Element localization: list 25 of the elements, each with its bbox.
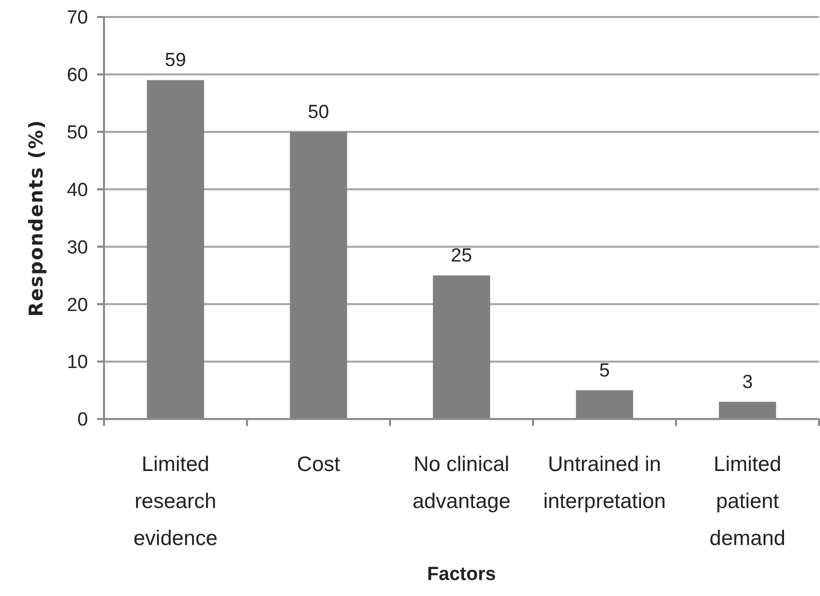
y-tick-label: 60 bbox=[66, 65, 88, 86]
x-tick-label: Untrained in interpretation bbox=[543, 453, 666, 513]
y-tick-label: 50 bbox=[66, 122, 88, 144]
y-tick-label: 20 bbox=[66, 294, 88, 316]
x-tick-label: Limited patient demand bbox=[710, 453, 786, 550]
x-tick-label: Limited research evidence bbox=[133, 453, 218, 550]
bar bbox=[576, 390, 634, 419]
y-tick-label: 10 bbox=[66, 352, 88, 374]
y-tick-label: 30 bbox=[66, 237, 88, 258]
bar bbox=[290, 132, 348, 419]
data-label: 50 bbox=[308, 102, 330, 123]
bar bbox=[146, 80, 204, 419]
bar bbox=[718, 402, 776, 419]
y-tick-label: 0 bbox=[77, 410, 88, 431]
y-axis-title: Respondents (%) bbox=[26, 119, 48, 317]
y-tick-label: 70 bbox=[66, 8, 88, 29]
x-tick-label: No clinical advantage bbox=[412, 453, 511, 513]
x-tick-label: Cost bbox=[296, 453, 340, 476]
data-label: 25 bbox=[450, 245, 472, 266]
data-label: 5 bbox=[599, 360, 610, 382]
data-label: 3 bbox=[742, 372, 753, 393]
x-axis-title: Factors bbox=[427, 564, 496, 585]
bar bbox=[432, 275, 490, 419]
y-tick-label: 40 bbox=[66, 180, 88, 201]
data-label: 59 bbox=[164, 50, 186, 72]
